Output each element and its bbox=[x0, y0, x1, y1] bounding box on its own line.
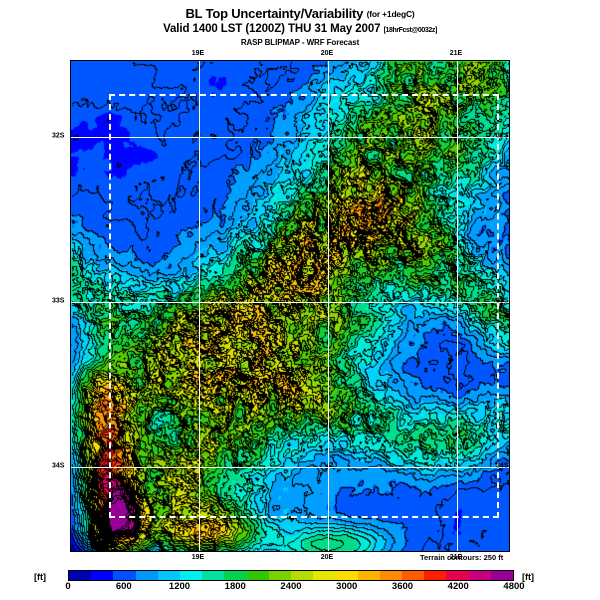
colorbar-segment-14 bbox=[379, 571, 403, 580]
colorbar-segment-0 bbox=[69, 571, 92, 580]
colorbar-segment-2 bbox=[113, 571, 136, 580]
colorbar-unit-right: [ft] bbox=[522, 572, 534, 582]
lon-tick-top-2: 21E bbox=[449, 50, 463, 57]
colorbar-segment-4 bbox=[157, 571, 181, 580]
terrain-contour-note: Terrain contours: 250 ft bbox=[420, 553, 504, 562]
colorbar-segment-16 bbox=[424, 571, 447, 580]
colorbar-unit-left: [ft] bbox=[34, 572, 46, 582]
colorbar-tick-5: 3000 bbox=[336, 581, 358, 592]
lat-tick-left-2: 34S bbox=[52, 462, 65, 470]
colorbar-tick-3: 1800 bbox=[224, 581, 246, 592]
gridline-lat-33s bbox=[71, 302, 509, 303]
colorbar-tick-8: 4800 bbox=[503, 581, 525, 592]
model-source-line: RASP BLIPMAP - WRF Forecast bbox=[240, 38, 360, 47]
colorbar-tick-1: 600 bbox=[115, 581, 132, 592]
gridline-lon-19e bbox=[199, 61, 200, 551]
weather-field-raster bbox=[71, 61, 509, 551]
colorbar-segment-12 bbox=[335, 571, 358, 580]
valid-time-text: Valid 1400 LST (1200Z) THU 31 May 2007 bbox=[163, 23, 381, 35]
colorbar-segment-5 bbox=[180, 571, 203, 580]
lat-tick-right-1: 33S bbox=[496, 297, 509, 305]
page-title-suffix: (for +1degC) bbox=[366, 9, 415, 19]
gridline-lat-34s bbox=[71, 467, 509, 468]
lon-tick-top-0: 19E bbox=[191, 50, 205, 57]
colorbar-segment-7 bbox=[224, 571, 247, 580]
lat-tick-right-2: 34S bbox=[496, 462, 509, 470]
title-block: BL Top Uncertainty/Variability (for +1de… bbox=[0, 6, 600, 47]
colorbar-segment-15 bbox=[402, 571, 425, 580]
lat-tick-right-0: 32S bbox=[496, 132, 509, 140]
colorbar-segment-3 bbox=[135, 571, 158, 580]
lon-tick-bottom-2: 21E bbox=[449, 554, 463, 561]
lat-tick-left-0: 32S bbox=[52, 132, 65, 140]
colorbar-segment-1 bbox=[91, 571, 114, 580]
colorbar-segment-19 bbox=[490, 571, 514, 580]
gridline-lon-20e bbox=[328, 61, 329, 551]
colorbar-segment-18 bbox=[468, 571, 491, 580]
colorbar-tick-7: 4200 bbox=[447, 581, 469, 592]
forecast-domain-boundary bbox=[109, 94, 499, 518]
page-title-text: BL Top Uncertainty/Variability bbox=[185, 6, 364, 21]
colorbar-tick-0: 0 bbox=[65, 581, 71, 592]
colorbar-tick-2: 1200 bbox=[168, 581, 191, 592]
forecast-tag: [18hrFcst@0032z] bbox=[383, 27, 438, 34]
gridline-lat-32s bbox=[71, 137, 509, 138]
map-plot-area[interactable] bbox=[70, 60, 510, 552]
colorbar-tick-labels: 0 600 1200 1800 2400 3000 3600 4200 4800 bbox=[65, 581, 524, 593]
colorbar-segment-10 bbox=[291, 571, 314, 580]
colorbar[interactable] bbox=[68, 570, 514, 581]
colorbar-tick-4: 2400 bbox=[280, 581, 302, 592]
colorbar-segment-11 bbox=[313, 571, 336, 580]
lon-tick-top-1: 20E bbox=[320, 50, 334, 57]
valid-time-subtitle: Valid 1400 LST (1200Z) THU 31 May 2007 [… bbox=[0, 23, 600, 35]
colorbar-tick-6: 3600 bbox=[391, 581, 414, 592]
colorbar-segment-6 bbox=[202, 571, 225, 580]
lon-tick-bottom-1: 20E bbox=[320, 554, 334, 561]
colorbar-segment-13 bbox=[357, 571, 380, 580]
page-title: BL Top Uncertainty/Variability (for +1de… bbox=[0, 6, 600, 21]
colorbar-segment-8 bbox=[246, 571, 269, 580]
lat-tick-left-1: 33S bbox=[52, 297, 65, 305]
gridline-lon-21e bbox=[457, 61, 458, 551]
lon-tick-bottom-0: 19E bbox=[191, 554, 205, 561]
colorbar-segment-17 bbox=[446, 571, 469, 580]
colorbar-segment-9 bbox=[268, 571, 292, 580]
